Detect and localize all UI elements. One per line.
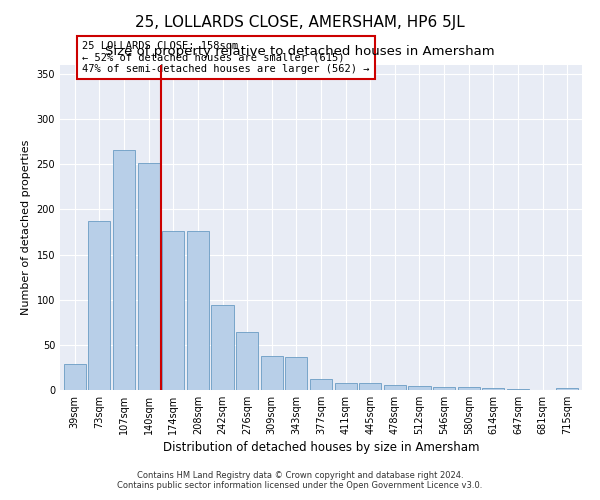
- Bar: [187, 231, 209, 390]
- Text: 25, LOLLARDS CLOSE, AMERSHAM, HP6 5JL: 25, LOLLARDS CLOSE, AMERSHAM, HP6 5JL: [135, 15, 465, 30]
- Bar: [482, 388, 505, 390]
- Bar: [285, 356, 307, 390]
- Bar: [409, 386, 431, 390]
- Y-axis label: Number of detached properties: Number of detached properties: [21, 140, 31, 315]
- Text: Size of property relative to detached houses in Amersham: Size of property relative to detached ho…: [105, 45, 495, 58]
- Bar: [137, 162, 160, 390]
- Bar: [211, 305, 233, 390]
- X-axis label: Distribution of detached houses by size in Amersham: Distribution of detached houses by size …: [163, 441, 479, 454]
- Text: Contains HM Land Registry data © Crown copyright and database right 2024.
Contai: Contains HM Land Registry data © Crown c…: [118, 470, 482, 490]
- Bar: [384, 384, 406, 390]
- Bar: [88, 221, 110, 390]
- Bar: [507, 389, 529, 390]
- Bar: [260, 356, 283, 390]
- Bar: [458, 388, 480, 390]
- Text: 25 LOLLARDS CLOSE: 158sqm
← 52% of detached houses are smaller (615)
47% of semi: 25 LOLLARDS CLOSE: 158sqm ← 52% of detac…: [82, 41, 370, 74]
- Bar: [310, 379, 332, 390]
- Bar: [433, 388, 455, 390]
- Bar: [556, 388, 578, 390]
- Bar: [162, 231, 184, 390]
- Bar: [113, 150, 135, 390]
- Bar: [236, 332, 258, 390]
- Bar: [359, 383, 382, 390]
- Bar: [335, 383, 357, 390]
- Bar: [64, 364, 86, 390]
